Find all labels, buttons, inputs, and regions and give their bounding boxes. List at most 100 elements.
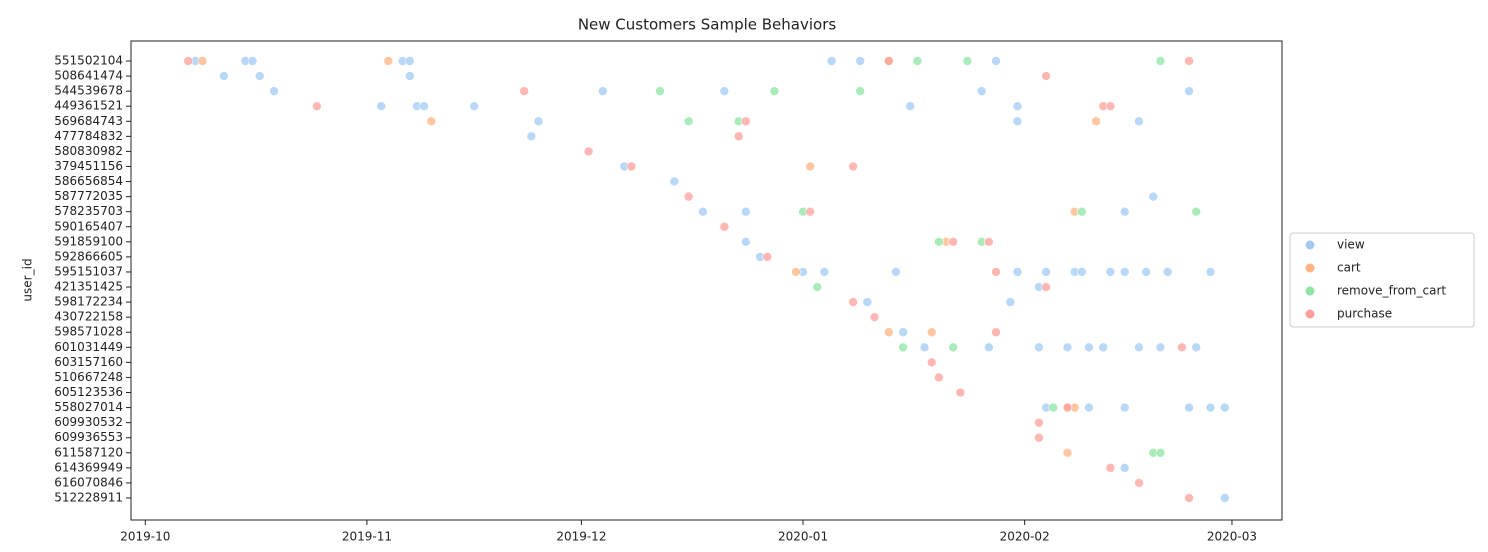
legend-label: view [1337, 238, 1365, 252]
point [991, 327, 1001, 338]
point [1155, 447, 1166, 458]
point [855, 86, 866, 96]
y-axis-label: user_id [21, 258, 35, 301]
point [1134, 478, 1144, 488]
y-tick-label: 558027014 [54, 400, 123, 414]
point [1119, 463, 1130, 473]
y-tick-label: 595151037 [54, 264, 123, 278]
y-tick-label: 611587120 [54, 445, 123, 459]
point [583, 146, 594, 157]
point [884, 327, 894, 338]
y-tick-label: 477784832 [54, 129, 123, 143]
point [1134, 116, 1144, 127]
point [991, 56, 1001, 66]
point [698, 206, 708, 217]
point [1105, 463, 1116, 473]
point [976, 86, 987, 96]
point [826, 56, 837, 66]
legend-label: purchase [1337, 307, 1392, 321]
point [805, 206, 815, 217]
point [1098, 342, 1109, 353]
point [1119, 402, 1130, 413]
y-tick-label: 587772035 [54, 189, 123, 203]
point [1034, 417, 1044, 428]
point [1205, 402, 1216, 413]
point [533, 116, 544, 127]
x-tick-label: 2019-12 [556, 530, 606, 544]
point [741, 206, 751, 217]
point [891, 267, 901, 277]
point [1062, 447, 1073, 458]
y-tick-label: 510667248 [54, 370, 123, 384]
point [884, 56, 894, 66]
point [1041, 282, 1051, 292]
point [1005, 297, 1016, 307]
point [269, 86, 279, 96]
point [1184, 493, 1194, 503]
x-tick-label: 2020-02 [1000, 530, 1050, 544]
point [405, 56, 415, 66]
point [1119, 267, 1130, 277]
point [1134, 342, 1144, 353]
legend-marker [1305, 240, 1315, 250]
point [683, 191, 694, 202]
point [719, 221, 730, 232]
y-tick-label: 614369949 [54, 460, 123, 474]
point [934, 237, 944, 247]
y-tick-label: 590165407 [54, 219, 123, 233]
point [1184, 56, 1194, 66]
point [254, 71, 265, 81]
point [1084, 342, 1094, 353]
point [669, 176, 680, 187]
point [1191, 206, 1202, 217]
y-tick-label: 551502104 [54, 54, 123, 68]
point [1105, 101, 1116, 112]
point [1091, 116, 1101, 127]
point [1012, 267, 1023, 277]
point [733, 131, 744, 142]
point [1041, 71, 1051, 81]
point [984, 342, 994, 353]
point [955, 387, 966, 398]
y-tick-label: 609936553 [54, 430, 123, 444]
legend-label: remove_from_cart [1337, 284, 1446, 298]
point [1184, 402, 1194, 413]
point [862, 297, 873, 307]
point [1155, 56, 1166, 66]
legend-marker [1305, 263, 1315, 273]
point [519, 86, 529, 96]
point [1177, 342, 1187, 353]
point [805, 161, 815, 172]
point [376, 101, 387, 112]
point [247, 56, 258, 66]
point [183, 56, 193, 66]
point [869, 312, 880, 322]
x-tick-label: 2020-01 [778, 530, 828, 544]
x-tick-label: 2019-11 [342, 530, 392, 544]
point [819, 267, 830, 277]
y-tick-label: 544539678 [54, 84, 123, 98]
point [655, 86, 665, 96]
point [1012, 116, 1023, 127]
point [898, 327, 908, 338]
y-tick-label: 591859100 [54, 234, 123, 248]
point [312, 101, 322, 112]
point [1012, 101, 1023, 112]
point [912, 56, 923, 66]
point [1041, 267, 1051, 277]
point [948, 237, 958, 247]
point [1220, 493, 1230, 503]
point [848, 161, 858, 172]
point [1184, 86, 1194, 96]
y-tick-label: 603157160 [54, 355, 123, 369]
point [962, 56, 973, 66]
y-tick-label: 512228911 [54, 491, 123, 505]
point [926, 327, 937, 338]
y-tick-label: 421351425 [54, 280, 123, 294]
y-tick-label: 616070846 [54, 475, 123, 489]
y-tick-label: 605123536 [54, 385, 123, 399]
point [1162, 267, 1173, 277]
point [1048, 402, 1059, 413]
legend-marker [1305, 309, 1315, 319]
